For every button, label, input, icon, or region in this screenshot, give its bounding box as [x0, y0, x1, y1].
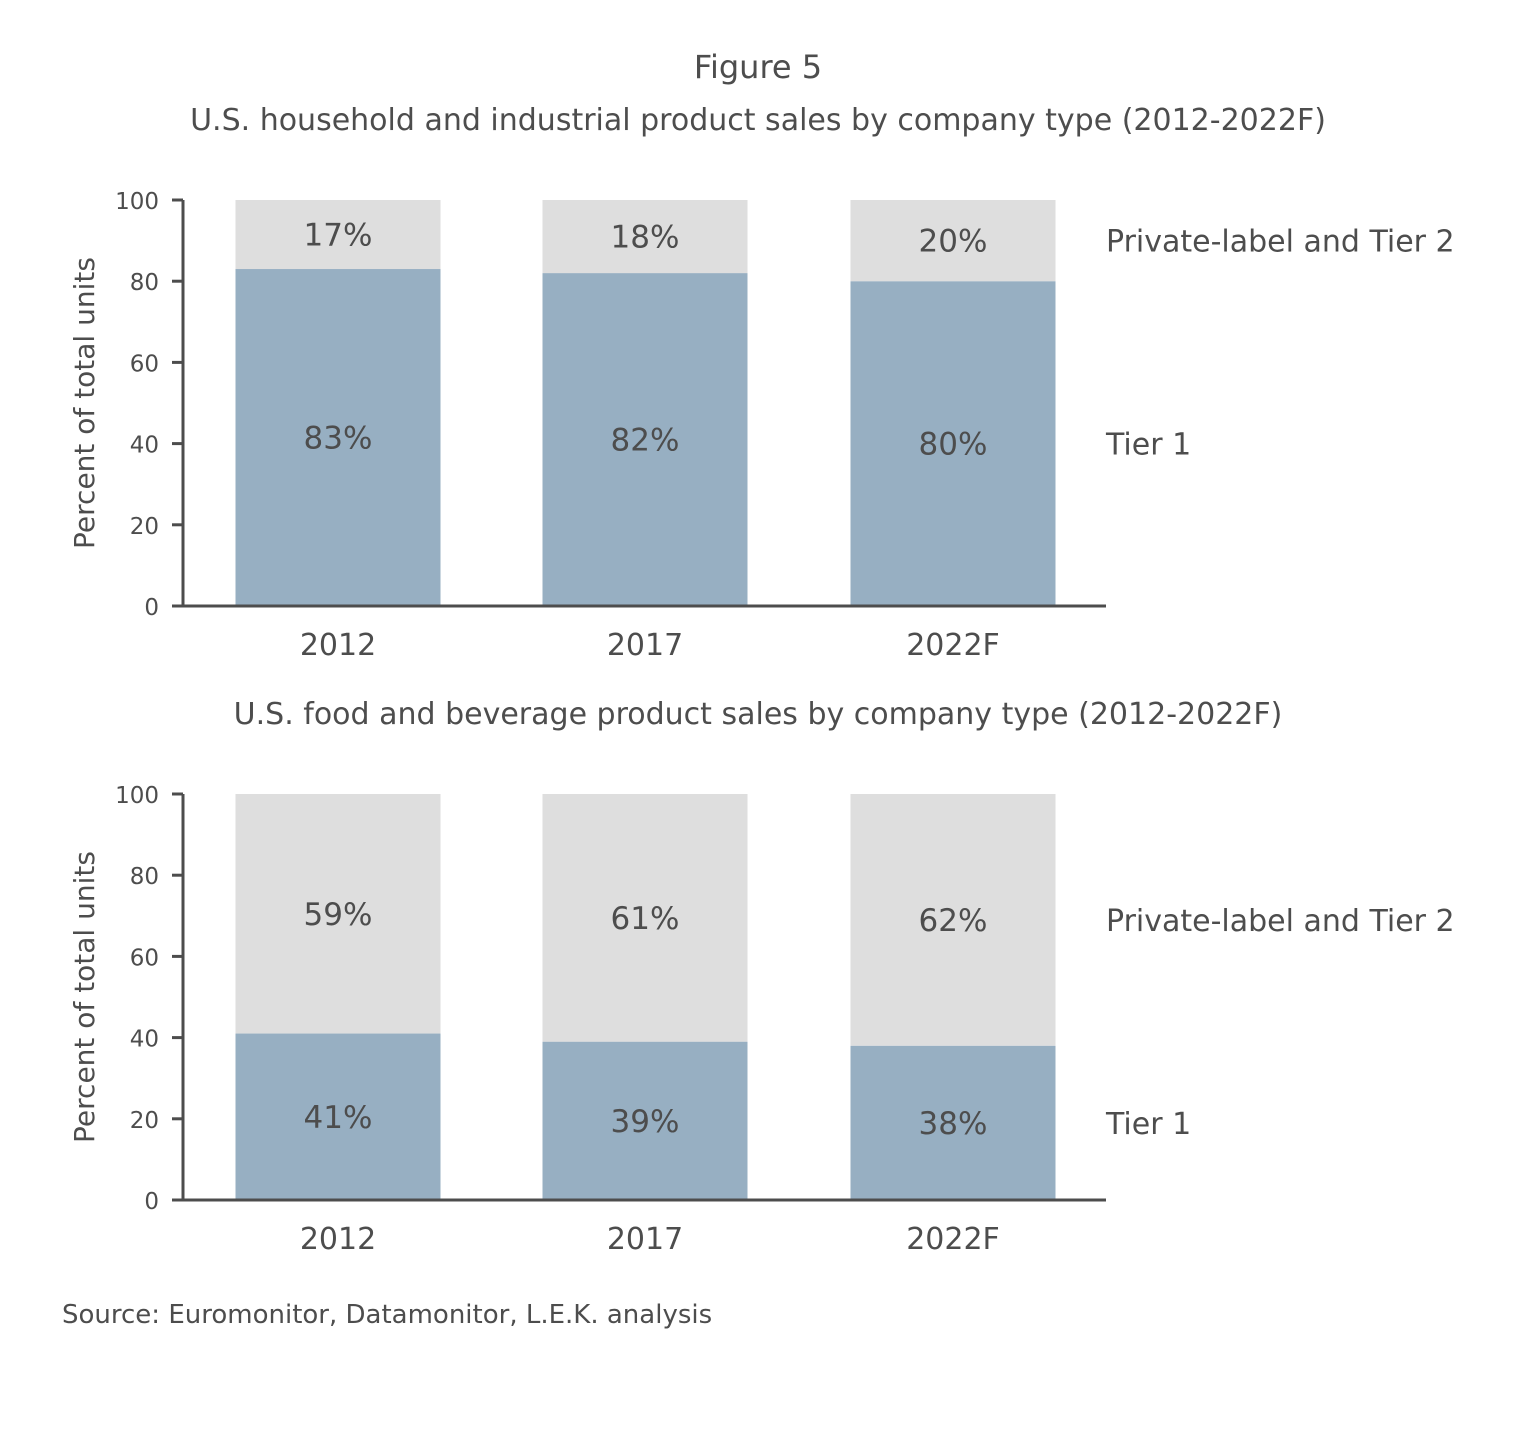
chart2-y-tick-label-20: 20	[130, 1108, 159, 1134]
chart1-legend-tier1: Tier 1	[1105, 428, 1191, 463]
chart1-y-tick-label-40: 40	[130, 433, 159, 459]
chart2-data-label-tier1-2022F: 38%	[919, 1106, 988, 1142]
chart1-bar-tier1-2022F	[850, 281, 1056, 606]
chart1-data-label-tier1-2022F: 80%	[919, 427, 988, 463]
chart2-bar-private-label-2022F	[850, 794, 1056, 1046]
chart2-bar-tier1-2017	[542, 1041, 748, 1200]
chart2-data-label-private-label-2012: 59%	[304, 897, 373, 933]
chart1-bar-tier1-2012	[235, 269, 441, 606]
food-beverage-chart: U.S. food and beverage product sales by …	[68, 697, 1455, 1254]
chart2-data-label-private-label-2022F: 62%	[919, 903, 988, 939]
chart1-y-tick-label-0: 0	[144, 595, 159, 621]
source-note: Source: Euromonitor, Datamonitor, L.E.K.…	[62, 1300, 713, 1330]
chart1-x-tick-label-2022F: 2022F	[906, 628, 1000, 660]
chart2-bar-tier1-2022F	[850, 1045, 1056, 1200]
chart2-bar-private-label-2012	[235, 794, 441, 1034]
chart2-y-tick-label-40: 40	[130, 1027, 159, 1053]
chart1-x-tick-label-2012: 2012	[300, 628, 376, 660]
chart1-y-tick-label-80: 80	[130, 270, 159, 296]
chart1-bar-private-label-2012	[235, 200, 441, 270]
chart2-y-tick-label-60: 60	[130, 945, 159, 971]
chart1-y-tick-label-60: 60	[130, 351, 159, 377]
figure-label: Figure 5	[693, 48, 823, 86]
chart2-x-tick-label-2012: 2012	[300, 1222, 376, 1254]
chart1-data-label-private-label-2017: 18%	[611, 220, 680, 256]
chart1-bar-private-label-2017	[542, 200, 748, 274]
chart1-bar-tier1-2017	[542, 273, 748, 606]
chart1-data-label-private-label-2012: 17%	[304, 218, 373, 254]
chart2-data-label-tier1-2012: 41%	[304, 1100, 373, 1136]
household-industrial-chart: U.S. household and industrial product sa…	[68, 103, 1455, 660]
chart2-y-tick-label-80: 80	[130, 864, 159, 890]
chart2-y-tick-label-0: 0	[144, 1189, 159, 1215]
chart1-y-axis-label: Percent of total units	[68, 257, 101, 549]
chart2-legend-tier1: Tier 1	[1105, 1107, 1191, 1142]
chart2-bar-private-label-2017	[542, 794, 748, 1042]
chart1-data-label-tier1-2012: 83%	[304, 421, 373, 457]
chart2-bar-tier1-2012	[235, 1033, 441, 1200]
chart1-y-tick-label-20: 20	[130, 514, 159, 540]
chart1-data-label-private-label-2022F: 20%	[919, 224, 988, 260]
chart2-y-tick-label-100: 100	[115, 783, 159, 809]
chart1-x-tick-label-2017: 2017	[607, 628, 683, 660]
chart1-data-label-tier1-2017: 82%	[611, 423, 680, 459]
chart1-title: U.S. household and industrial product sa…	[190, 103, 1326, 138]
chart2-y-axis-label: Percent of total units	[68, 851, 101, 1143]
chart2-legend-private-label: Private-label and Tier 2	[1106, 904, 1455, 939]
chart2-data-label-private-label-2017: 61%	[611, 901, 680, 937]
chart2-x-tick-label-2022F: 2022F	[906, 1222, 1000, 1254]
chart2-data-label-tier1-2017: 39%	[611, 1104, 680, 1140]
chart2-x-tick-label-2017: 2017	[607, 1222, 683, 1254]
chart2-title: U.S. food and beverage product sales by …	[234, 697, 1283, 732]
chart1-y-tick-label-100: 100	[115, 189, 159, 215]
chart1-bar-private-label-2022F	[850, 200, 1056, 282]
chart1-legend-private-label: Private-label and Tier 2	[1106, 225, 1455, 260]
